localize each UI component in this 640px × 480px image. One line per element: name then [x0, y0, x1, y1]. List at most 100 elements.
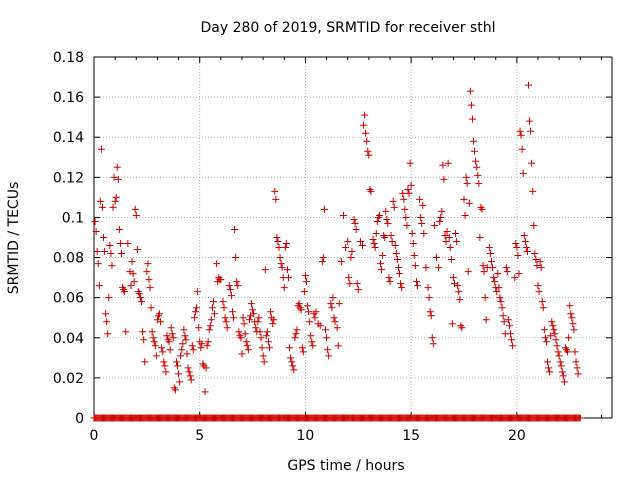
data-point — [476, 234, 484, 241]
data-point — [130, 278, 138, 286]
data-point — [475, 179, 483, 187]
data-point — [182, 336, 190, 344]
data-point — [244, 346, 252, 354]
data-point — [353, 280, 361, 288]
data-point — [386, 278, 394, 286]
data-point — [507, 330, 515, 338]
data-point — [311, 314, 319, 322]
data-point — [474, 171, 482, 179]
data-point — [151, 342, 159, 350]
data-point — [286, 344, 294, 352]
data-point — [369, 236, 377, 244]
data-point — [207, 316, 215, 324]
data-point — [516, 127, 524, 135]
data-point — [445, 234, 453, 241]
data-point — [249, 306, 257, 314]
data-point — [569, 320, 577, 328]
data-point — [306, 318, 314, 326]
data-point — [420, 229, 428, 237]
data-point — [220, 304, 228, 312]
data-point — [403, 221, 411, 229]
data-point — [407, 181, 415, 189]
data-point — [254, 318, 262, 326]
data-point — [180, 326, 188, 334]
data-point — [560, 378, 568, 386]
data-point — [404, 185, 412, 193]
data-point — [217, 276, 225, 284]
data-point — [362, 129, 370, 137]
data-point — [411, 262, 419, 270]
data-point — [309, 342, 317, 350]
data-point — [168, 330, 176, 338]
data-point — [139, 328, 147, 336]
data-point — [444, 159, 452, 167]
data-point — [388, 238, 396, 246]
data-point — [573, 364, 581, 372]
y-tick-label: 0.16 — [53, 90, 84, 106]
data-point — [556, 358, 564, 366]
data-point — [430, 221, 438, 229]
data-point — [550, 326, 558, 334]
data-point — [361, 111, 369, 119]
data-point — [391, 242, 399, 250]
data-point — [472, 157, 480, 165]
data-point — [267, 308, 275, 316]
data-point — [105, 294, 113, 302]
data-point — [166, 346, 174, 354]
data-point — [124, 240, 132, 248]
data-point — [330, 314, 338, 322]
data-point — [470, 137, 478, 145]
data-point — [555, 352, 563, 360]
data-point — [206, 322, 214, 330]
data-point — [107, 250, 115, 258]
data-point — [304, 302, 312, 310]
data-point — [446, 244, 454, 252]
data-point — [262, 332, 270, 340]
data-point — [389, 197, 397, 205]
data-point — [384, 219, 392, 227]
data-point — [378, 266, 386, 274]
data-point — [463, 179, 471, 187]
data-point — [508, 336, 516, 344]
data-point — [242, 338, 250, 346]
data-point — [157, 318, 165, 326]
data-point — [526, 117, 534, 125]
data-point — [127, 282, 135, 290]
data-point — [320, 205, 328, 213]
data-point — [452, 229, 460, 237]
data-point — [325, 352, 333, 360]
data-point — [347, 254, 355, 262]
data-point — [115, 225, 123, 233]
data-point — [439, 161, 447, 169]
data-point — [149, 334, 157, 342]
data-point — [95, 282, 103, 290]
data-point — [265, 344, 273, 352]
data-point — [165, 338, 173, 346]
data-point — [152, 352, 160, 360]
data-point — [533, 262, 541, 270]
data-point — [102, 310, 110, 318]
data-point — [460, 195, 468, 203]
data-point — [319, 254, 327, 262]
data-point — [511, 274, 519, 282]
data-point — [534, 282, 542, 290]
data-point — [566, 302, 574, 310]
data-point — [536, 258, 544, 266]
data-point — [466, 87, 474, 95]
data-point — [532, 256, 540, 264]
data-point — [518, 145, 526, 153]
y-tick-label: 0.12 — [53, 170, 84, 186]
data-point — [222, 318, 230, 326]
data-point — [159, 348, 167, 356]
data-point — [198, 340, 206, 348]
data-point — [367, 187, 375, 195]
data-point — [335, 300, 343, 308]
data-point — [144, 260, 152, 268]
data-point — [185, 368, 193, 376]
data-point — [228, 308, 236, 316]
data-point — [363, 137, 371, 145]
data-point — [538, 298, 546, 306]
data-point — [282, 240, 290, 248]
data-point — [329, 294, 337, 302]
data-point — [528, 159, 536, 167]
